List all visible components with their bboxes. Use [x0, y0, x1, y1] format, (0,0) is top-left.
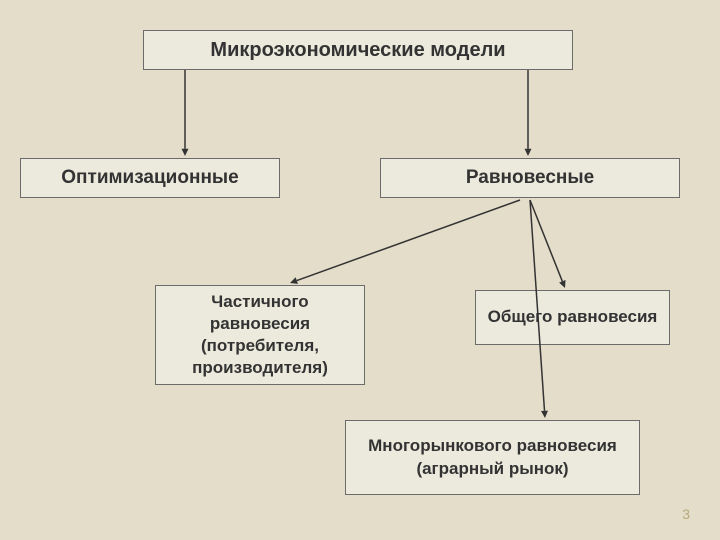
page-number: 3 [682, 506, 690, 522]
general-equilibrium-node: Общего равновесия [475, 290, 670, 345]
root-node: Микроэкономические модели [143, 30, 573, 70]
optimization-node: Оптимизационные [20, 158, 280, 198]
optimization-label: Оптимизационные [61, 166, 238, 191]
general-equilibrium-label: Общего равновесия [488, 306, 658, 328]
multimarket-equilibrium-label: Многорынкового равновесия (аграрный рыно… [356, 435, 629, 479]
partial-equilibrium-label: Частичного равновесия (потребителя, прои… [166, 291, 354, 379]
partial-equilibrium-node: Частичного равновесия (потребителя, прои… [155, 285, 365, 385]
equilibrium-node: Равновесные [380, 158, 680, 198]
equilibrium-label: Равновесные [466, 166, 594, 191]
multimarket-equilibrium-node: Многорынкового равновесия (аграрный рыно… [345, 420, 640, 495]
root-label: Микроэкономические модели [210, 37, 505, 63]
